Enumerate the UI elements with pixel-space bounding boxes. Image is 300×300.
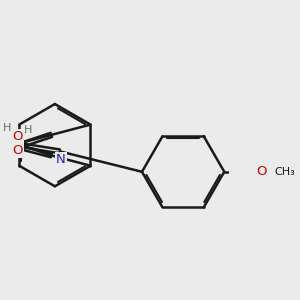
Text: H: H bbox=[3, 123, 11, 133]
Text: O: O bbox=[256, 165, 267, 178]
Text: H: H bbox=[24, 125, 32, 135]
Text: O: O bbox=[12, 130, 23, 143]
Text: CH₃: CH₃ bbox=[274, 167, 295, 177]
Text: N: N bbox=[56, 153, 66, 166]
Text: O: O bbox=[12, 144, 23, 157]
